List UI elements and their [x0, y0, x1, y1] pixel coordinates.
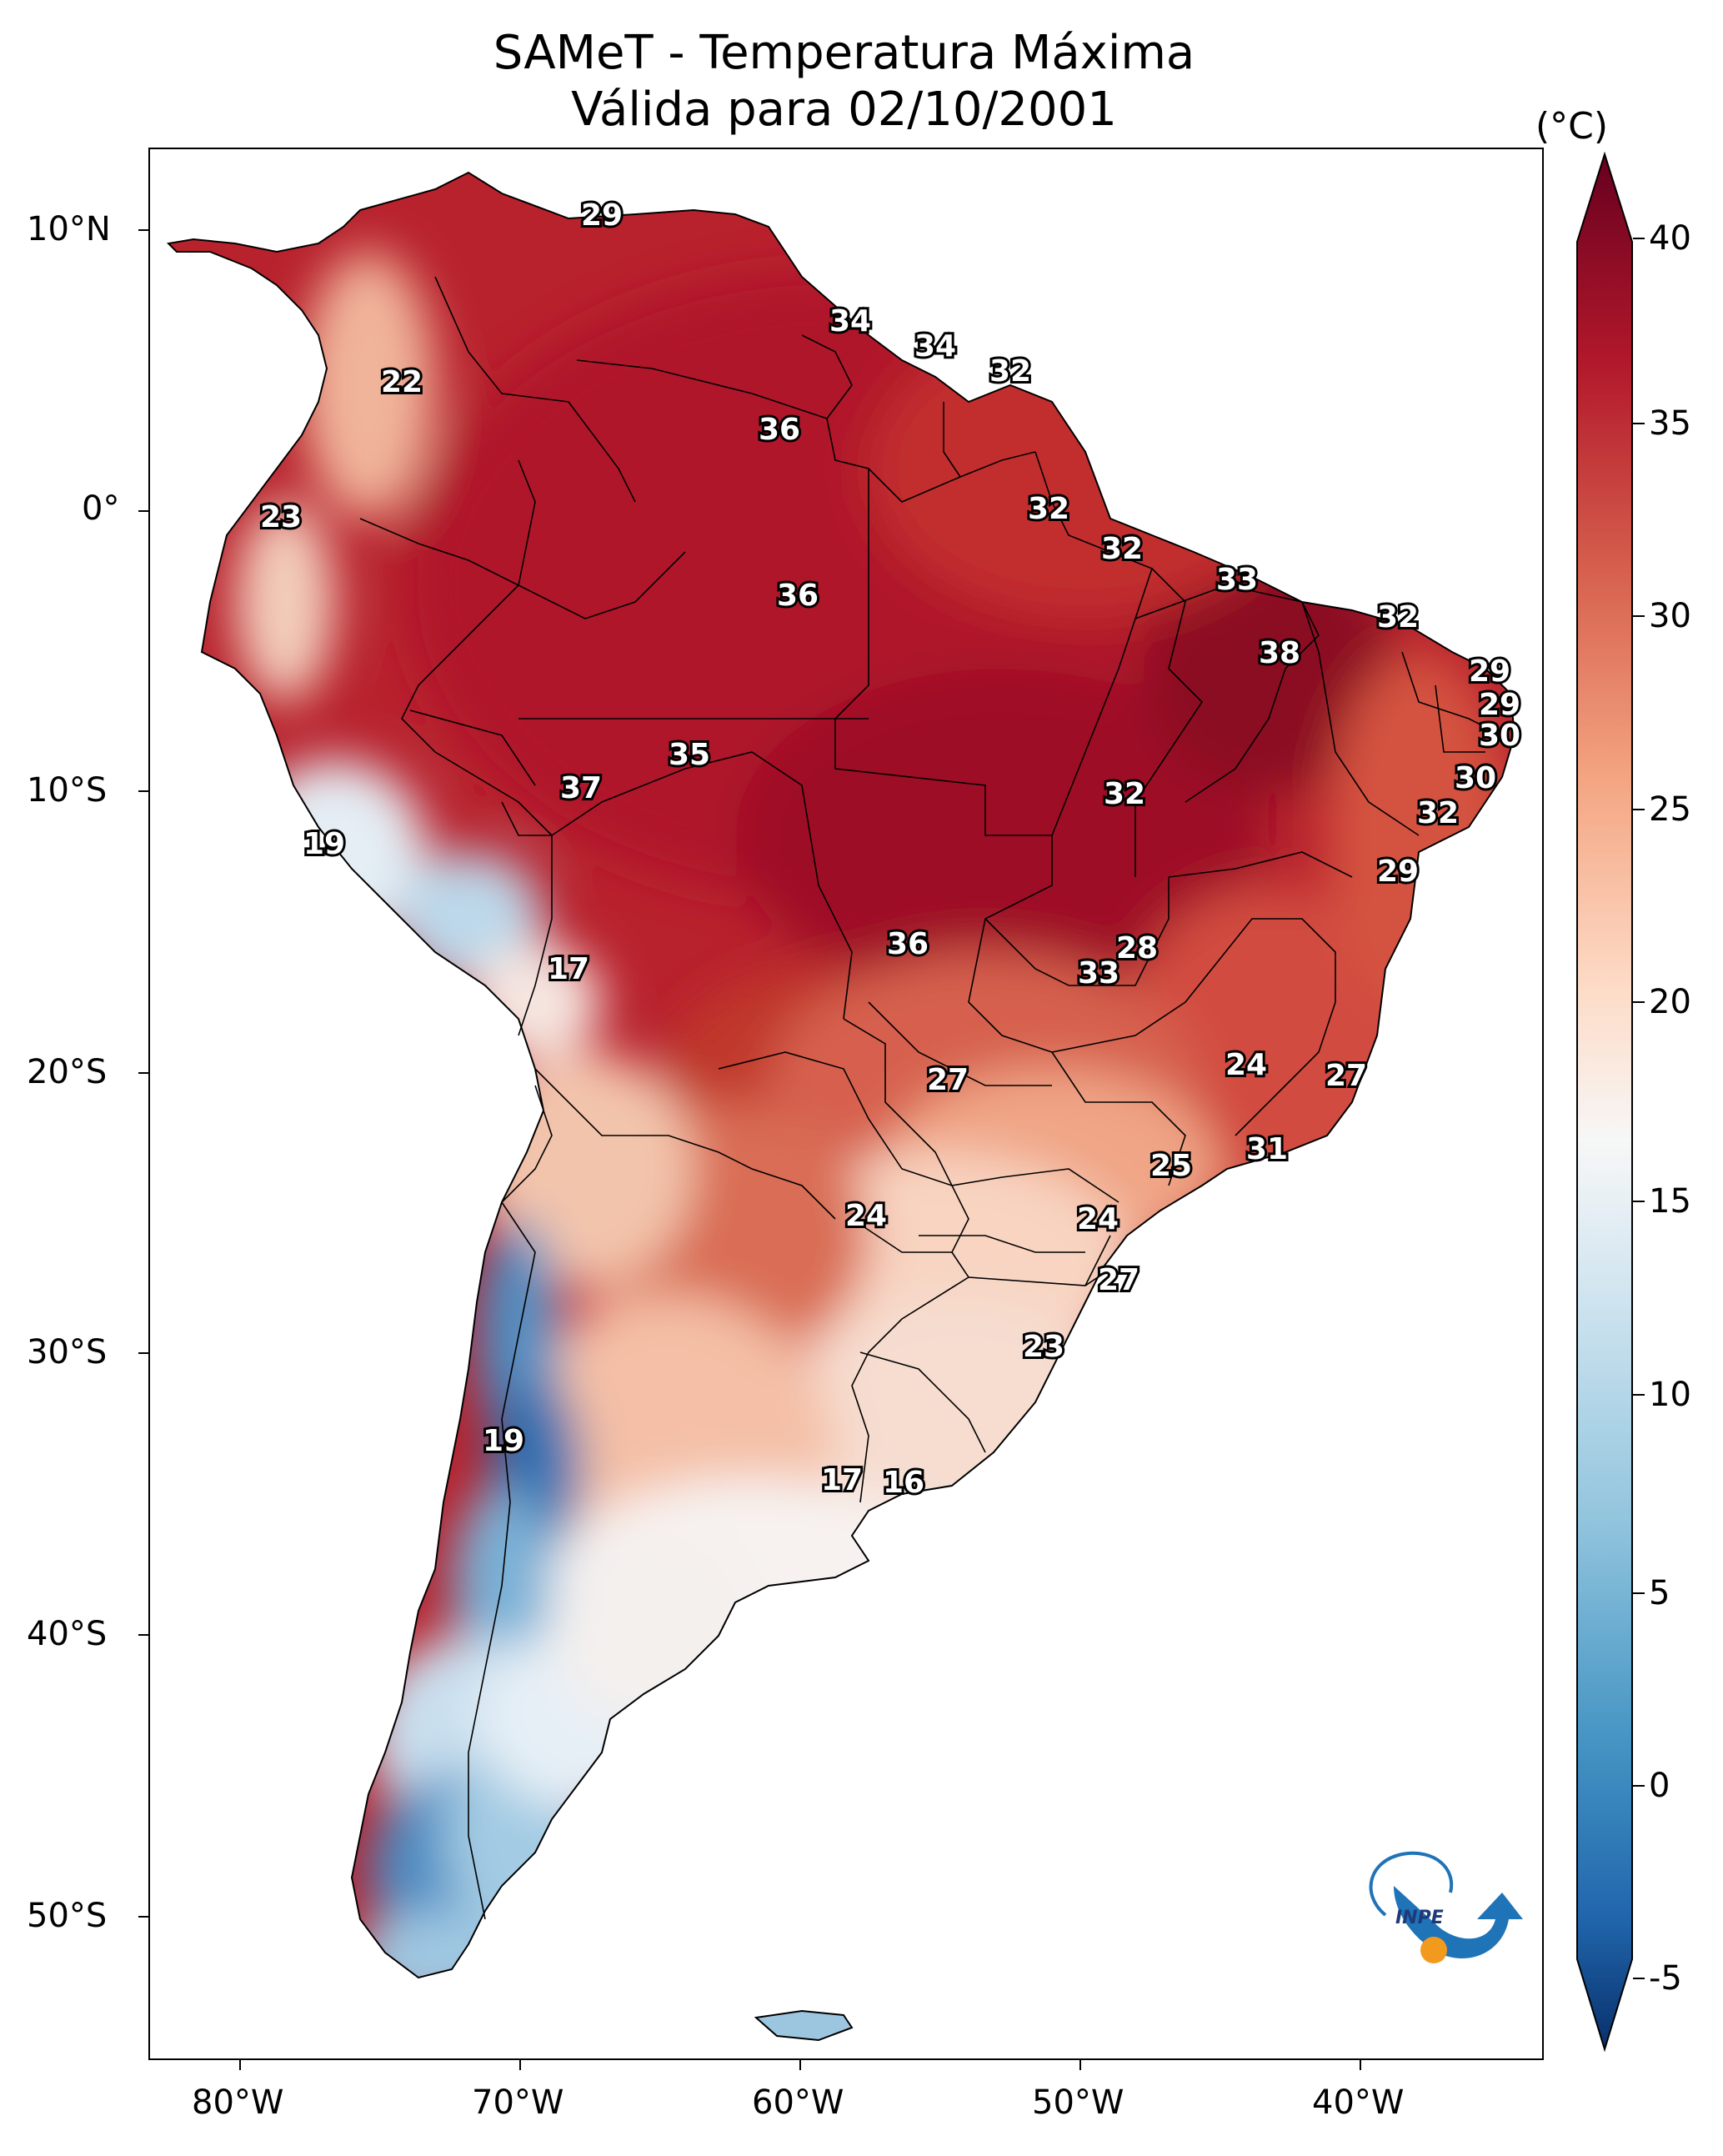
station-value: 24: [845, 1199, 887, 1233]
station-value: 32: [1104, 777, 1145, 811]
station-value: 29: [1479, 688, 1520, 722]
lat-label: 40°S: [27, 1615, 108, 1653]
colorbar-label: 25: [1649, 790, 1691, 829]
lat-tick: [138, 1352, 148, 1354]
station-value: 32: [1377, 600, 1419, 634]
lat-tick: [138, 1916, 148, 1918]
station-value: 23: [260, 500, 302, 534]
lon-label: 60°W: [752, 2083, 844, 2122]
station-value: 31: [1246, 1132, 1288, 1166]
colorbar-label: 40: [1649, 219, 1691, 258]
station-value: 33: [1216, 563, 1258, 597]
colorbar-tick: [1633, 238, 1645, 239]
lat-tick: [138, 229, 148, 231]
station-value: 27: [927, 1063, 969, 1097]
station-value: 36: [887, 927, 929, 961]
colorbar-tick: [1633, 615, 1645, 617]
lon-tick: [1360, 2060, 1361, 2070]
lat-label: 10°N: [27, 210, 111, 248]
inpe-logo-text: INPE: [1395, 1908, 1444, 1928]
station-value: 24: [1077, 1202, 1119, 1236]
station-value: 29: [1469, 654, 1510, 689]
station-value: 38: [1259, 636, 1300, 670]
lat-tick: [138, 1072, 148, 1074]
lon-tick: [1079, 2060, 1081, 2070]
station-value: 36: [759, 413, 800, 447]
colorbar-label: 5: [1649, 1574, 1670, 1612]
colorbar-unit: (°C): [1535, 105, 1609, 148]
lon-label: 70°W: [472, 2083, 564, 2122]
colorbar-tick: [1633, 423, 1645, 424]
station-labels: 29 34 34 32 22 36 23 32 32 36 33 32 38 2…: [258, 196, 1523, 1502]
colorbar-label: -5: [1649, 1959, 1682, 1998]
colorbar-label: 30: [1649, 597, 1691, 635]
station-value: 32: [1028, 492, 1069, 526]
station-value: 28: [1116, 931, 1158, 965]
station-value: 37: [560, 771, 602, 805]
colorbar-tick: [1633, 1201, 1645, 1202]
colorbar: [1576, 151, 1633, 2053]
station-value: 32: [989, 354, 1031, 389]
station-value: 19: [303, 827, 345, 861]
lat-label: 30°S: [27, 1333, 108, 1371]
chart-title: SAMeT - Temperatura Máxima: [493, 26, 1195, 80]
colorbar-tick: [1633, 1785, 1645, 1787]
colorbar-tick: [1633, 1978, 1645, 1979]
temperature-field: [168, 173, 1515, 1978]
station-value: 27: [1325, 1059, 1367, 1093]
colorbar-tick: [1633, 809, 1645, 810]
lat-tick: [138, 510, 148, 512]
station-value: 29: [1377, 855, 1419, 889]
colorbar-label: 0: [1649, 1767, 1670, 1805]
lon-tick: [799, 2060, 801, 2070]
station-value: 32: [1101, 532, 1143, 566]
station-value: 23: [1023, 1330, 1064, 1364]
colorbar-label: 10: [1649, 1376, 1691, 1414]
colorbar-tick: [1633, 1001, 1645, 1003]
colorbar-label: 35: [1649, 404, 1691, 443]
colorbar-label: 20: [1649, 983, 1691, 1021]
lon-label: 80°W: [192, 2083, 284, 2122]
station-value: 17: [548, 952, 589, 986]
station-value: 16: [883, 1466, 924, 1500]
station-value: 25: [1150, 1149, 1192, 1183]
coastline: [166, 171, 1516, 1979]
station-value: 22: [381, 365, 423, 399]
station-value: 19: [483, 1424, 524, 1458]
station-value: 34: [914, 329, 956, 364]
station-value: 24: [1225, 1048, 1267, 1082]
station-value: 29: [581, 198, 623, 233]
lon-label: 50°W: [1032, 2083, 1124, 2122]
map-panel: 29 34 34 32 22 36 23 32 32 36 33 32 38 2…: [148, 148, 1544, 2060]
station-value: 36: [777, 579, 819, 613]
colorbar-label: 15: [1649, 1182, 1691, 1221]
station-value: 30: [1455, 761, 1496, 795]
station-value: 32: [1417, 796, 1459, 830]
station-value: 34: [829, 304, 871, 338]
lat-label: 50°S: [27, 1897, 108, 1935]
lon-tick: [519, 2060, 521, 2070]
colorbar-tick: [1633, 1394, 1645, 1396]
lat-tick: [138, 790, 148, 792]
lat-label: 20°S: [27, 1053, 108, 1091]
falkland-islands: [754, 2009, 854, 2042]
lon-tick: [239, 2060, 241, 2070]
chart-subtitle: Válida para 02/10/2001: [571, 83, 1117, 137]
lat-tick: [138, 1634, 148, 1636]
country-borders: [359, 276, 1503, 1920]
lat-label: 10°S: [27, 771, 108, 810]
lat-label: 0°: [82, 489, 120, 528]
station-value: 35: [669, 738, 710, 772]
station-value: 30: [1479, 719, 1520, 753]
colorbar-tick: [1633, 1592, 1645, 1594]
inpe-logo: INPE: [1369, 1851, 1523, 1963]
station-value: 33: [1078, 956, 1119, 990]
temperature-map: 29 34 34 32 22 36 23 32 32 36 33 32 38 2…: [166, 171, 1523, 2042]
lon-label: 40°W: [1312, 2083, 1405, 2122]
station-value: 27: [1098, 1263, 1139, 1297]
station-value: 17: [821, 1463, 863, 1497]
